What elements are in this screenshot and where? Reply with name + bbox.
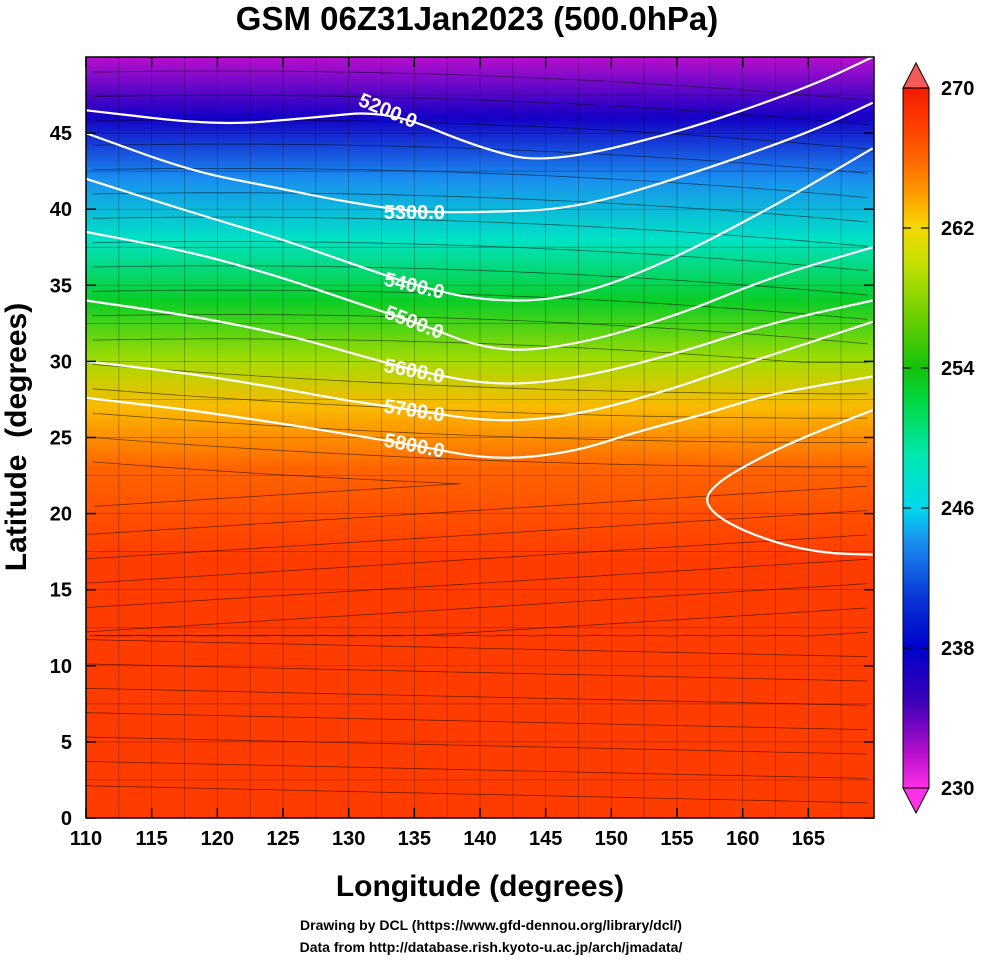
streamline (92, 412, 868, 443)
height-contour-line (86, 299, 873, 385)
colorbar-scale (902, 87, 930, 789)
streamline (86, 687, 868, 706)
streamline (92, 168, 868, 198)
streamline (87, 510, 868, 560)
x-tick-label: 140 (463, 828, 496, 850)
colorbar: 230 238 246 254 262 270 (902, 61, 975, 815)
streamline (92, 70, 868, 101)
x-tick-label: 160 (726, 828, 759, 850)
streamline (92, 289, 868, 320)
x-tick-label: 150 (595, 828, 628, 850)
streamline (92, 95, 868, 125)
x-tick-label: 115 (136, 828, 168, 850)
height-contour-line (86, 230, 874, 351)
plot-area: 5200.05300.05400.05500.05600.05700.05800… (50, 56, 875, 850)
y-tick-label: 35 (50, 275, 72, 297)
streamline (87, 485, 868, 535)
height-contour-line (86, 101, 874, 214)
y-tick-label: 40 (50, 199, 72, 221)
height-contour-line (86, 147, 874, 302)
streamline (86, 663, 868, 682)
chart-title: GSM 06Z31Jan2023 (500.0hPa) (236, 0, 718, 37)
x-tick-label: 135 (398, 828, 431, 850)
colorbar-tick-label: 254 (941, 358, 975, 380)
streamline (86, 712, 868, 731)
streamline (92, 119, 868, 150)
colorbar-tick-label: 230 (941, 778, 974, 800)
streamline (92, 216, 868, 247)
streamline (86, 639, 868, 658)
colorbar-ticks: 230 238 246 254 262 270 (903, 78, 975, 800)
y-tick-label: 20 (50, 504, 72, 526)
streamline (92, 461, 461, 507)
x-tick-label: 145 (529, 828, 562, 850)
streamline (87, 534, 868, 584)
x-tick-label: 110 (70, 828, 102, 850)
y-tick-label: 0 (61, 808, 72, 830)
x-tick-label: 120 (201, 828, 234, 850)
colorbar-tick-label: 246 (941, 498, 974, 520)
streamline (92, 143, 868, 174)
wind-streamlines (86, 70, 868, 804)
x-tick-label: 165 (792, 828, 825, 850)
colorbar-tick-label: 262 (941, 218, 974, 240)
height-contours: 5200.05300.05400.05500.05600.05700.05800… (86, 57, 874, 556)
x-tick-label: 125 (266, 828, 299, 850)
y-tick-label: 10 (50, 656, 72, 678)
x-tick-label: 155 (660, 828, 693, 850)
streamline (87, 558, 868, 608)
streamline (89, 607, 868, 637)
height-contour-line (86, 375, 873, 459)
x-axis-ticks: 110 115 120 125 130 135 140 145 150 155 160 165 (70, 57, 825, 850)
streamline (86, 785, 868, 804)
streamline (92, 192, 868, 223)
y-tick-label: 30 (50, 351, 72, 373)
credit-dcl: Drawing by DCL (https://www.gfd-dennou.o… (300, 917, 682, 933)
streamline (92, 338, 868, 363)
height-contour-label: 5300.0 (384, 202, 445, 224)
streamline (86, 736, 868, 755)
colorbar-tick-label: 270 (941, 78, 974, 100)
gridlines (86, 57, 874, 818)
streamline (92, 265, 868, 296)
streamline (92, 364, 868, 395)
y-tick-label: 25 (50, 428, 72, 450)
streamline (92, 437, 868, 468)
height-contour-line (706, 409, 874, 556)
streamline (92, 388, 868, 419)
colorbar-tick-label: 238 (941, 638, 974, 660)
x-axis-label: Longitude (degrees) (336, 870, 624, 903)
y-axis-ticks: 0 5 10 15 20 25 30 35 40 45 (50, 123, 874, 830)
credit-data-source: Data from http://database.rish.kyoto-u.a… (299, 939, 683, 955)
y-axis-label: Latitude (degrees) (0, 303, 33, 571)
y-tick-label: 5 (61, 732, 72, 754)
streamline (92, 241, 868, 272)
streamline (86, 761, 868, 779)
streamline (87, 583, 868, 633)
y-tick-label: 15 (50, 580, 72, 602)
height-contour-line (86, 320, 874, 422)
y-tick-label: 45 (50, 123, 72, 145)
colorbar-extend-max (902, 61, 930, 89)
height-contour-line (86, 57, 874, 160)
x-tick-label: 130 (332, 828, 365, 850)
colorbar-extend-min (902, 787, 930, 815)
